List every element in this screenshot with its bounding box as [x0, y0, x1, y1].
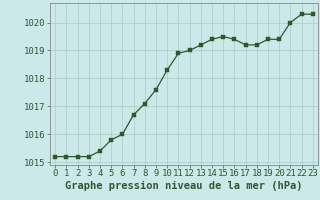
X-axis label: Graphe pression niveau de la mer (hPa): Graphe pression niveau de la mer (hPa)	[65, 181, 303, 191]
